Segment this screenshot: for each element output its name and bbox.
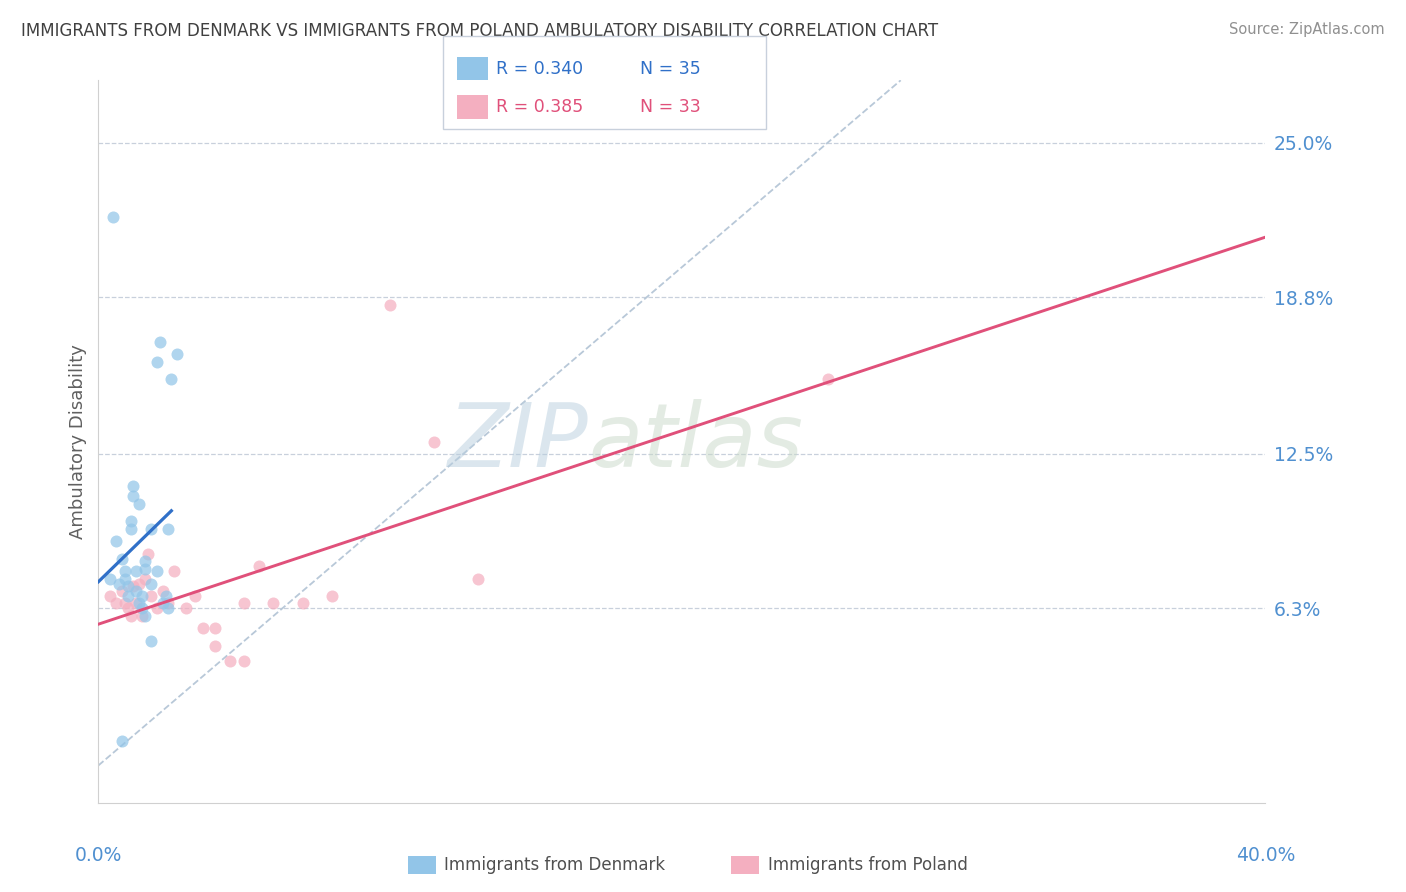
- Y-axis label: Ambulatory Disability: Ambulatory Disability: [69, 344, 87, 539]
- Text: N = 35: N = 35: [640, 60, 700, 78]
- Point: [467, 572, 489, 586]
- Point: [139, 576, 162, 591]
- Point: [125, 584, 148, 599]
- Point: [117, 589, 139, 603]
- Point: [163, 564, 186, 578]
- Point: [152, 597, 174, 611]
- Point: [134, 554, 156, 568]
- Point: [146, 601, 169, 615]
- Point: [204, 621, 226, 635]
- Point: [104, 534, 127, 549]
- Point: [131, 609, 153, 624]
- Point: [146, 355, 169, 369]
- Text: 40.0%: 40.0%: [1236, 847, 1295, 865]
- Point: [111, 584, 134, 599]
- Point: [122, 479, 145, 493]
- Point: [134, 572, 156, 586]
- Point: [114, 597, 136, 611]
- Point: [139, 633, 162, 648]
- Point: [120, 514, 142, 528]
- Point: [423, 434, 446, 449]
- Point: [157, 601, 180, 615]
- Point: [139, 522, 162, 536]
- Point: [111, 733, 134, 747]
- Point: [139, 589, 162, 603]
- Point: [117, 601, 139, 615]
- Point: [128, 576, 150, 591]
- Point: [134, 561, 156, 575]
- Point: [817, 372, 839, 386]
- Point: [128, 597, 150, 611]
- Point: [120, 522, 142, 536]
- Point: [125, 564, 148, 578]
- Point: [166, 347, 188, 361]
- Point: [174, 601, 197, 615]
- Point: [160, 372, 183, 386]
- Point: [111, 551, 134, 566]
- Point: [183, 589, 205, 603]
- Point: [157, 522, 180, 536]
- Text: 0.0%: 0.0%: [75, 847, 122, 865]
- Point: [233, 597, 256, 611]
- Point: [149, 334, 172, 349]
- Text: N = 33: N = 33: [640, 98, 700, 116]
- Point: [131, 601, 153, 615]
- Point: [155, 589, 177, 603]
- Point: [218, 654, 240, 668]
- Point: [101, 211, 124, 225]
- Point: [122, 579, 145, 593]
- Text: IMMIGRANTS FROM DENMARK VS IMMIGRANTS FROM POLAND AMBULATORY DISABILITY CORRELAT: IMMIGRANTS FROM DENMARK VS IMMIGRANTS FR…: [21, 22, 938, 40]
- Point: [98, 589, 121, 603]
- Point: [125, 597, 148, 611]
- Point: [233, 654, 256, 668]
- Point: [136, 547, 159, 561]
- Text: atlas: atlas: [589, 399, 803, 484]
- Text: R = 0.340: R = 0.340: [496, 60, 583, 78]
- Text: Source: ZipAtlas.com: Source: ZipAtlas.com: [1229, 22, 1385, 37]
- Point: [291, 597, 314, 611]
- Point: [114, 564, 136, 578]
- Point: [204, 639, 226, 653]
- Text: Immigrants from Denmark: Immigrants from Denmark: [444, 856, 665, 874]
- Point: [152, 584, 174, 599]
- Point: [321, 589, 343, 603]
- Point: [117, 579, 139, 593]
- Point: [131, 589, 153, 603]
- Point: [157, 597, 180, 611]
- Point: [146, 564, 169, 578]
- Point: [120, 609, 142, 624]
- Point: [134, 609, 156, 624]
- Point: [122, 489, 145, 503]
- Point: [380, 297, 402, 311]
- Point: [108, 576, 131, 591]
- Point: [262, 597, 284, 611]
- Text: R = 0.385: R = 0.385: [496, 98, 583, 116]
- Text: ZIP: ZIP: [447, 399, 589, 484]
- Text: Immigrants from Poland: Immigrants from Poland: [768, 856, 967, 874]
- Point: [128, 497, 150, 511]
- Point: [193, 621, 215, 635]
- Point: [104, 597, 127, 611]
- Point: [247, 559, 270, 574]
- Point: [98, 572, 121, 586]
- Point: [114, 572, 136, 586]
